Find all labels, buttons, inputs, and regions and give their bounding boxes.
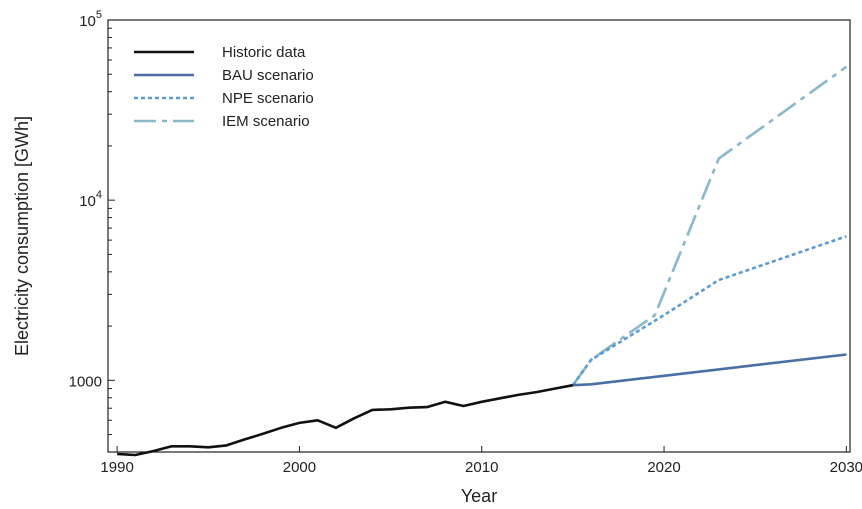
legend-label: NPE scenario [222,90,314,107]
x-tick-label: 2000 [283,459,316,476]
series-line-iem-scenario [571,65,848,386]
y-tick-base: 1000 [69,373,102,390]
series-line-bau-scenario [572,353,847,387]
y-tick-label: 104 [79,189,102,210]
x-axis-ticks: 1990 2000 2010 2020 2030 [100,446,862,476]
y-axis-label: Electricity consumption [GWh] [12,116,32,356]
x-tick-label: 1990 [100,459,133,476]
y-tick-exponent: 4 [96,189,102,201]
legend-label: IEM scenario [222,113,310,130]
x-tick-label: 2020 [647,459,680,476]
series-line-historic-data [117,383,574,457]
y-tick-label: 1000 [69,373,102,390]
y-tick-exponent: 5 [96,9,102,21]
series-layer [117,65,848,457]
legend-label: Historic data [222,44,306,61]
y-tick-base: 10 [79,193,96,210]
series-line-npe-scenario [571,235,847,386]
legend: Historic data BAU scenario NPE scenario IEM… [134,44,314,130]
y-tick-label: 105 [79,9,102,30]
x-tick-label: 2030 [830,459,862,476]
y-tick-base: 10 [79,13,96,30]
x-axis-label: Year [461,486,497,506]
x-tick-label: 2010 [465,459,498,476]
plot-frame [107,19,851,453]
legend-label: BAU scenario [222,67,314,84]
